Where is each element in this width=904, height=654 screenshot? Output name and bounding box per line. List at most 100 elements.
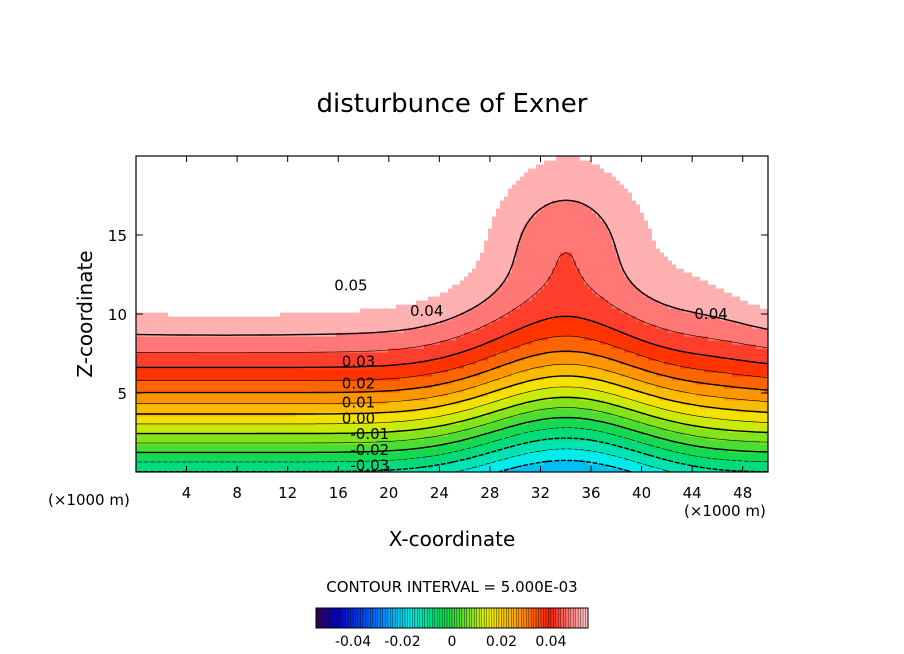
contour-cell [196,424,201,429]
contour-cell [292,284,297,289]
contour-cell [220,276,225,281]
contour-cell [304,320,309,325]
contour-cell [324,268,329,273]
contour-cell [152,348,157,353]
contour-cell [300,364,305,369]
contour-cell [144,340,149,345]
contour-cell [244,336,249,341]
contour-cell [192,340,197,345]
contour-cell [360,236,365,241]
contour-cell [380,352,385,357]
contour-cell [204,404,209,409]
contour-cell [356,452,361,457]
contour-cell [332,212,337,217]
contour-cell [148,356,153,361]
contour-cell [164,156,169,161]
contour-cell [240,356,245,361]
contour-cell [364,188,369,193]
contour-cell [148,252,153,257]
contour-cell [288,288,293,293]
contour-cell [160,172,165,177]
contour-cell [288,464,293,469]
contour-cell [192,252,197,257]
contour-cell [320,260,325,265]
contour-cell [304,416,309,421]
contour-cell [372,360,377,365]
contour-cell [384,216,389,221]
contour-cell [316,228,321,233]
contour-cell [208,264,213,269]
contour-cell [252,284,257,289]
contour-cell [216,448,221,453]
contour-cell [212,380,217,385]
contour-cell [356,288,361,293]
contour-cell [384,392,389,397]
contour-cell [204,356,209,361]
contour-cell [164,268,169,273]
contour-cell [152,268,157,273]
contour-cell [252,264,257,269]
contour-cell [232,452,237,457]
contour-cell [204,204,209,209]
contour-cell [340,296,345,301]
contour-cell [200,164,205,169]
contour-cell [292,464,297,469]
contour-cell [220,228,225,233]
contour-cell [348,392,353,397]
contour-cell [184,240,189,245]
contour-cell [144,280,149,285]
contour-cell [332,416,337,421]
contour-cell [164,408,169,413]
contour-cell [304,188,309,193]
contour-cell [260,248,265,253]
contour-cell [360,452,365,457]
contour-cell [236,224,241,229]
contour-cell [356,336,361,341]
contour-cell [156,464,161,469]
contour-cell [368,156,373,161]
contour-cell [368,308,373,313]
contour-cell [196,428,201,433]
contour-cell [216,164,221,169]
contour-cell [252,256,257,261]
contour-cell [384,416,389,421]
contour-cell [284,420,289,425]
contour-cell [364,232,369,237]
contour-cell [256,384,261,389]
contour-cell [176,204,181,209]
contour-cell [232,272,237,277]
contour-cell [220,188,225,193]
contour-cell [188,416,193,421]
contour-cell [244,156,249,161]
contour-cell [160,320,165,325]
contour-cell [224,368,229,373]
contour-cell [268,376,273,381]
contour-cell [212,268,217,273]
contour-cell [336,424,341,429]
contour-cell [304,304,309,309]
contour-cell [372,396,377,401]
contour-cell [316,376,321,381]
contour-cell [344,436,349,441]
contour-cell [168,172,173,177]
contour-cell [200,272,205,277]
contour-cell [196,156,201,161]
contour-cell [252,372,257,377]
contour-cell [156,268,161,273]
contour-cell [136,340,141,345]
contour-cell [388,400,393,405]
contour-cell [324,440,329,445]
contour-cell [220,232,225,237]
contour-cell [376,408,381,413]
contour-cell [356,456,361,461]
contour-cell [244,416,249,421]
contour-cell [368,332,373,337]
contour-cell [208,444,213,449]
contour-cell [168,260,173,265]
contour-cell [280,264,285,269]
contour-cell [344,444,349,449]
contour-cell [348,384,353,389]
contour-cell [188,392,193,397]
contour-cell [288,444,293,449]
contour-cell [344,300,349,305]
